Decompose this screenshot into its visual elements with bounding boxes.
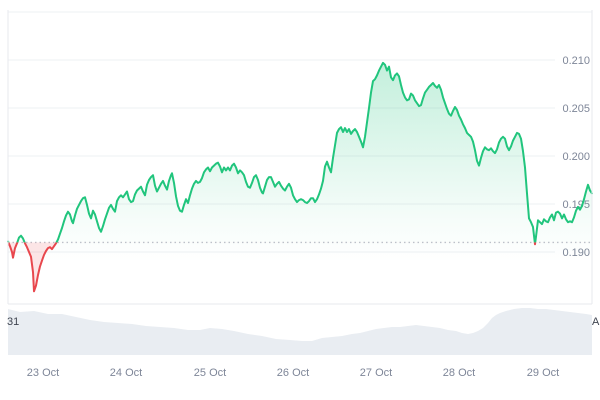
y-label-halo [555,148,592,164]
main-chart-plot-area[interactable] [8,12,592,304]
y-axis-label: 0.200 [562,151,590,163]
x-axis-label: 25 Oct [194,367,226,379]
navigator-preview-area [8,308,592,355]
y-label-halo [555,100,592,116]
x-axis-label: 24 Oct [110,367,142,379]
navigator-left-edge-label: 31 [7,316,20,328]
x-axis-label: 23 Oct [27,367,59,379]
price-area-fill-up [8,62,592,305]
x-axis-label: 29 Oct [527,367,559,379]
x-axis-label: 26 Oct [277,367,309,379]
y-axis-label: 0.205 [562,103,590,115]
price-line-up [7,61,593,243]
x-axis-label: 28 Oct [443,367,475,379]
navigator-scrubber[interactable] [8,305,592,355]
navigator-right-edge-label: A [592,316,600,328]
y-axis-label: 0.210 [562,55,590,67]
y-label-halo [555,52,592,68]
x-axis-label: 27 Oct [360,367,392,379]
